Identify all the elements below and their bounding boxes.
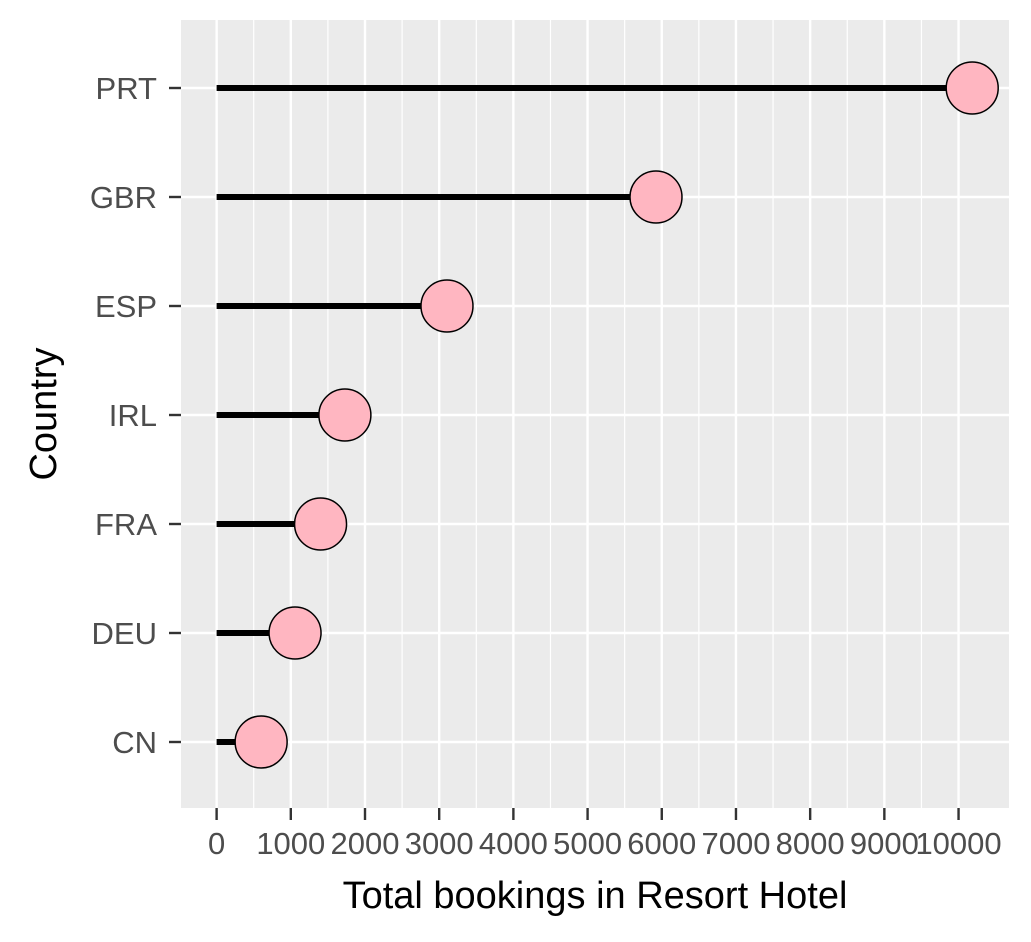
y-tick-label: PRT <box>96 71 158 106</box>
lollipop-point <box>420 279 474 333</box>
x-axis-title: Total bookings in Resort Hotel <box>343 875 848 917</box>
lollipop-point <box>945 61 999 115</box>
lollipop-point <box>318 388 372 442</box>
x-tick-label: 0 <box>208 826 225 861</box>
lollipop-points <box>234 61 999 769</box>
x-tick-label: 3000 <box>405 826 474 861</box>
x-tick-label: 5000 <box>553 826 622 861</box>
y-axis-title: Country <box>23 347 65 480</box>
x-tick-label: 7000 <box>701 826 770 861</box>
x-tick-label: 9000 <box>850 826 919 861</box>
x-axis: 0 1000 2000 3000 4000 5000 6000 7000 8000 9000100… <box>208 808 1002 861</box>
y-tick-label: CN <box>112 725 157 760</box>
lollipop-point <box>268 606 322 660</box>
lollipop-point <box>293 497 348 551</box>
x-tick-label: 1000 <box>256 826 325 861</box>
x-tick-label: 10000 <box>915 826 1001 861</box>
x-tick-label: 2000 <box>331 826 400 861</box>
y-tick-label: GBR <box>90 180 157 215</box>
y-tick-label: FRA <box>95 507 157 542</box>
lollipop-point <box>629 170 683 224</box>
y-tick-label: ESP <box>95 289 157 324</box>
y-axis: PRT GBR ESP IRL FRA DEU CN <box>90 71 181 760</box>
x-tick-label: 8000 <box>776 826 845 861</box>
y-tick-label: IRL <box>109 398 157 433</box>
lollipop-point <box>234 715 288 769</box>
x-tick-label: 4000 <box>479 826 548 861</box>
x-tick-label: 6000 <box>627 826 696 861</box>
y-tick-label: DEU <box>92 616 157 651</box>
